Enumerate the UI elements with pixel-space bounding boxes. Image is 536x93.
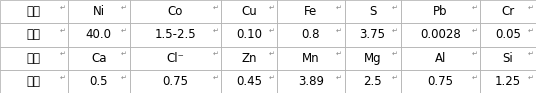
Bar [345,70,400,93]
Text: ↵: ↵ [269,5,274,11]
Text: 0.10: 0.10 [236,28,262,41]
Text: ↵: ↵ [336,74,342,80]
Bar [221,23,277,46]
Text: Co: Co [168,5,183,18]
Text: Cr: Cr [501,5,515,18]
Bar [0,0,68,23]
Text: 含量: 含量 [27,75,41,88]
Text: ↵: ↵ [392,28,398,34]
Text: ↵: ↵ [121,28,127,34]
Text: 1.25: 1.25 [495,75,521,88]
Text: Fe: Fe [304,5,317,18]
Text: 3.89: 3.89 [297,75,324,88]
Text: 0.8: 0.8 [301,28,320,41]
Text: Ni: Ni [93,5,105,18]
Text: ↵: ↵ [472,51,478,57]
Text: 0.0028: 0.0028 [420,28,460,41]
Text: ↵: ↵ [472,5,478,11]
Text: ↵: ↵ [336,5,342,11]
Text: ↵: ↵ [392,74,398,80]
Bar [221,46,277,70]
Bar [0,23,68,46]
Text: Cl⁻: Cl⁻ [166,52,184,65]
Text: ↵: ↵ [212,74,218,80]
Text: Al: Al [435,52,446,65]
Bar [277,0,345,23]
Text: ↵: ↵ [121,5,127,11]
Text: ↵: ↵ [527,28,533,34]
Text: 3.75: 3.75 [360,28,385,41]
Bar [68,70,130,93]
Text: S: S [369,5,376,18]
Bar [480,46,536,70]
Text: ↵: ↵ [392,5,398,11]
Text: ↵: ↵ [336,51,342,57]
Bar [221,0,277,23]
Text: ↵: ↵ [527,5,533,11]
Text: ↵: ↵ [59,74,65,80]
Bar [345,23,400,46]
Text: Si: Si [503,52,513,65]
Text: ↵: ↵ [59,28,65,34]
Bar [400,46,480,70]
Text: ↵: ↵ [121,74,127,80]
Text: ↵: ↵ [212,5,218,11]
Bar [68,0,130,23]
Bar [400,0,480,23]
Text: ↵: ↵ [212,51,218,57]
Bar [0,46,68,70]
Bar [400,70,480,93]
Bar [480,23,536,46]
Text: 元素: 元素 [27,5,41,18]
Text: 元素: 元素 [27,52,41,65]
Bar [130,0,221,23]
Bar [130,23,221,46]
Text: ↵: ↵ [527,51,533,57]
Text: ↵: ↵ [59,51,65,57]
Text: Mn: Mn [302,52,319,65]
Text: Ca: Ca [91,52,107,65]
Text: ↵: ↵ [59,5,65,11]
Bar [68,23,130,46]
Bar [277,70,345,93]
Text: 0.5: 0.5 [90,75,108,88]
Text: Mg: Mg [364,52,381,65]
Text: 含量: 含量 [27,28,41,41]
Bar [345,46,400,70]
Text: ↵: ↵ [269,28,274,34]
Bar [277,23,345,46]
Text: 0.75: 0.75 [427,75,453,88]
Bar [68,46,130,70]
Text: 1.5-2.5: 1.5-2.5 [154,28,196,41]
Text: Zn: Zn [241,52,257,65]
Text: ↵: ↵ [527,74,533,80]
Bar [345,0,400,23]
Text: ↵: ↵ [336,28,342,34]
Bar [221,70,277,93]
Text: ↵: ↵ [121,51,127,57]
Text: 40.0: 40.0 [86,28,111,41]
Bar [400,23,480,46]
Text: Pb: Pb [433,5,448,18]
Text: ↵: ↵ [269,74,274,80]
Text: 0.05: 0.05 [495,28,521,41]
Text: ↵: ↵ [212,28,218,34]
Text: ↵: ↵ [472,74,478,80]
Text: ↵: ↵ [472,28,478,34]
Bar [0,70,68,93]
Text: ↵: ↵ [269,51,274,57]
Bar [480,70,536,93]
Text: ↵: ↵ [392,51,398,57]
Text: 0.45: 0.45 [236,75,262,88]
Text: 0.75: 0.75 [162,75,188,88]
Bar [130,70,221,93]
Bar [277,46,345,70]
Text: Cu: Cu [241,5,257,18]
Bar [480,0,536,23]
Text: 2.5: 2.5 [363,75,382,88]
Bar [130,46,221,70]
